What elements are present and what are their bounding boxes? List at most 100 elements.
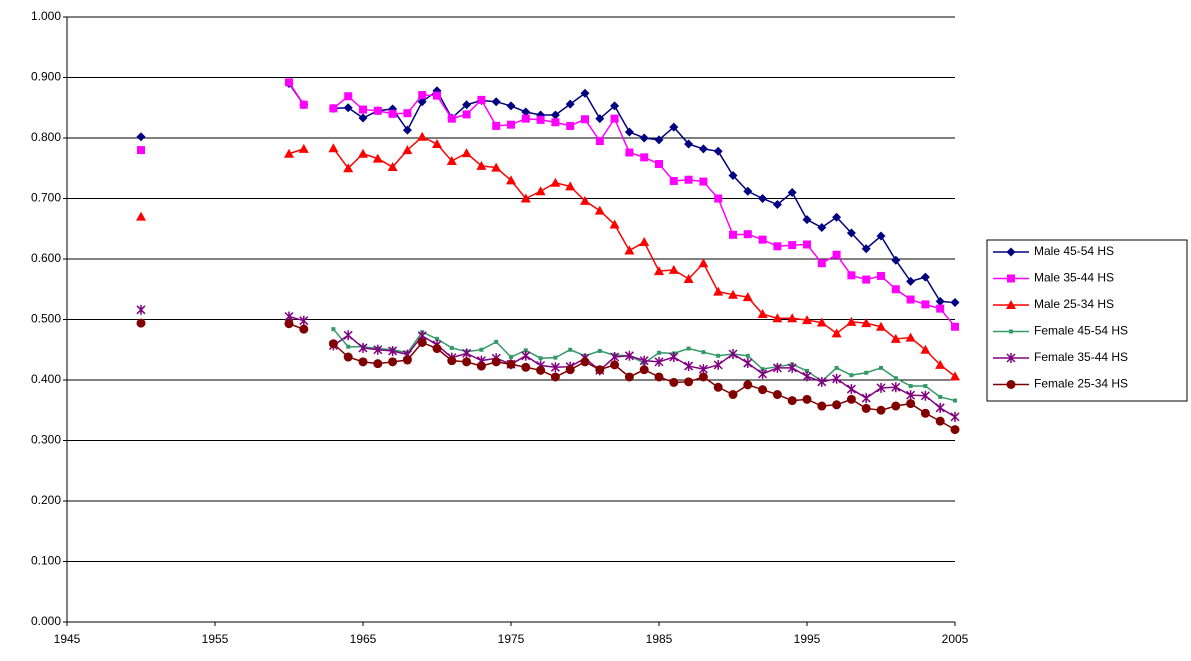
marker — [832, 212, 842, 222]
marker — [580, 88, 590, 98]
marker — [879, 365, 883, 370]
marker — [536, 115, 545, 124]
marker — [713, 286, 724, 296]
marker — [565, 181, 576, 191]
marker — [609, 219, 620, 229]
marker — [787, 362, 797, 373]
marker — [891, 285, 900, 294]
series-line — [332, 341, 956, 431]
marker — [521, 107, 531, 117]
marker — [684, 175, 693, 184]
series — [137, 78, 959, 331]
marker — [861, 244, 871, 254]
marker — [580, 357, 590, 367]
marker — [729, 230, 737, 239]
marker — [1006, 247, 1016, 257]
marker — [698, 144, 708, 154]
marker — [373, 344, 383, 355]
legend-label: Male 25-34 HS — [1034, 297, 1114, 311]
marker — [550, 177, 561, 187]
series-line — [288, 315, 305, 322]
marker — [568, 347, 573, 352]
marker — [846, 384, 856, 395]
marker — [358, 342, 368, 353]
marker — [624, 245, 635, 255]
marker — [136, 132, 146, 142]
marker — [639, 133, 649, 143]
marker — [521, 350, 531, 361]
marker — [506, 101, 516, 111]
marker — [847, 271, 856, 280]
marker — [462, 110, 471, 119]
marker — [950, 425, 960, 435]
y-tick-label: 0.700 — [31, 191, 61, 205]
marker — [743, 186, 753, 196]
marker — [594, 205, 605, 215]
marker — [846, 228, 856, 238]
marker — [1007, 274, 1015, 283]
series — [136, 318, 960, 435]
marker — [373, 106, 382, 115]
marker — [846, 316, 857, 326]
marker — [639, 237, 650, 247]
marker — [435, 336, 439, 341]
marker — [1006, 300, 1016, 309]
marker — [535, 186, 546, 196]
marker — [742, 292, 753, 302]
marker — [432, 344, 442, 354]
y-tick-label: 0.200 — [31, 493, 61, 507]
marker — [509, 355, 513, 360]
marker — [449, 345, 454, 350]
marker — [935, 416, 945, 426]
marker — [757, 309, 768, 319]
marker — [877, 271, 885, 280]
marker — [936, 304, 945, 313]
series — [136, 79, 960, 308]
marker — [832, 400, 842, 410]
marker — [758, 368, 768, 379]
marker — [625, 148, 634, 157]
marker — [716, 353, 721, 358]
marker — [950, 411, 960, 422]
marker — [773, 242, 782, 251]
marker — [802, 371, 812, 382]
marker — [817, 376, 827, 387]
marker — [803, 240, 811, 249]
marker — [639, 355, 649, 366]
marker — [538, 356, 543, 361]
x-tick-label: 1985 — [646, 632, 673, 646]
marker — [743, 358, 753, 369]
marker — [476, 361, 486, 371]
marker — [595, 365, 605, 375]
marker — [862, 275, 871, 284]
marker — [298, 143, 309, 153]
marker — [686, 346, 691, 351]
marker — [938, 394, 943, 399]
marker — [550, 110, 560, 120]
marker — [417, 337, 427, 347]
marker — [683, 273, 694, 283]
marker — [772, 362, 782, 373]
marker — [684, 377, 694, 387]
marker — [403, 109, 412, 118]
marker — [805, 368, 809, 373]
legend-label: Male 35-44 HS — [1034, 271, 1114, 285]
marker — [831, 328, 842, 338]
marker — [359, 105, 367, 114]
marker — [758, 385, 768, 395]
marker — [891, 255, 901, 265]
marker — [908, 384, 913, 389]
marker — [388, 345, 398, 356]
x-tick-label: 1945 — [54, 632, 81, 646]
marker — [876, 321, 886, 331]
marker — [728, 348, 738, 359]
marker — [446, 155, 457, 165]
marker — [387, 162, 398, 172]
marker — [462, 357, 472, 367]
legend-label: Female 45-54 HS — [1034, 324, 1128, 338]
marker — [507, 120, 515, 129]
legend-label: Male 45-54 HS — [1034, 244, 1114, 258]
series-line — [333, 89, 956, 304]
marker — [699, 177, 708, 186]
